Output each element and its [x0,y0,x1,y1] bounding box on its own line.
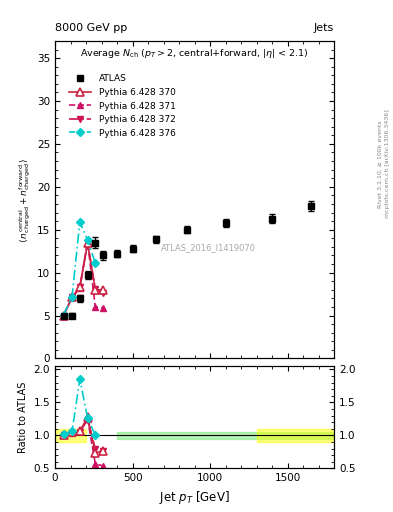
Y-axis label: Ratio to ATLAS: Ratio to ATLAS [18,381,28,453]
Text: Rivet 3.1.10, ≥ 100k events: Rivet 3.1.10, ≥ 100k events [378,120,383,208]
Text: Jets: Jets [314,23,334,33]
Text: 8000 GeV pp: 8000 GeV pp [55,23,127,33]
Text: mcplots.cern.ch [arXiv:1306.3436]: mcplots.cern.ch [arXiv:1306.3436] [385,110,389,218]
Legend: ATLAS, Pythia 6.428 370, Pythia 6.428 371, Pythia 6.428 372, Pythia 6.428 376: ATLAS, Pythia 6.428 370, Pythia 6.428 37… [65,71,179,141]
X-axis label: Jet $p_T$ [GeV]: Jet $p_T$ [GeV] [159,489,230,506]
Text: ATLAS_2016_I1419070: ATLAS_2016_I1419070 [161,243,256,252]
Text: Average $N_{\rm ch}$ ($p_T$$>$2, central+forward, $|\eta|$ < 2.1): Average $N_{\rm ch}$ ($p_T$$>$2, central… [80,47,309,60]
Y-axis label: $\langle\, n^{\rm central}_{\rm charged} + n^{\rm forward}_{\rm charged}\,\rangl: $\langle\, n^{\rm central}_{\rm charged}… [17,157,33,243]
